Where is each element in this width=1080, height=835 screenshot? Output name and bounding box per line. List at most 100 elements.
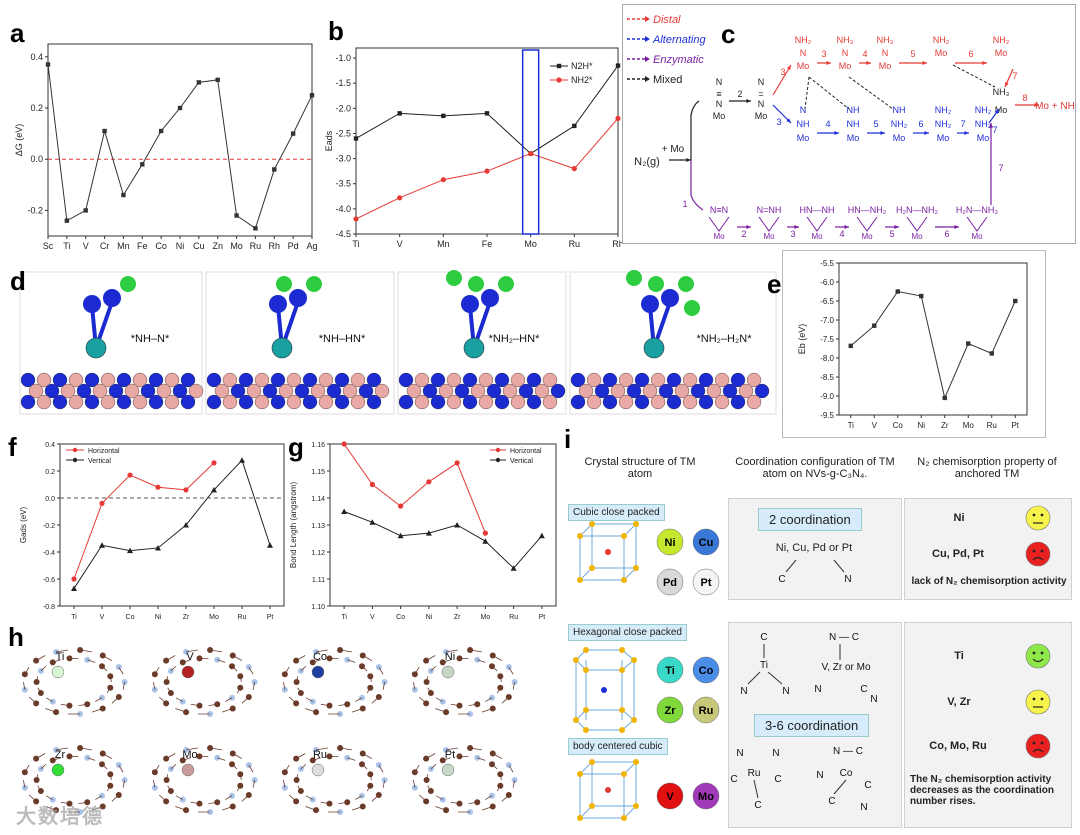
struct-text: N xyxy=(772,748,779,759)
lattice-bond xyxy=(159,697,166,703)
substrate-atom xyxy=(223,395,237,409)
species-text: Mo xyxy=(797,61,810,71)
face-icon xyxy=(1026,542,1050,566)
struct-text: N — C xyxy=(833,746,863,757)
data-point xyxy=(267,542,273,548)
y-axis-label: Eb (eV) xyxy=(797,324,807,355)
h-atom xyxy=(468,276,484,292)
arrow-head xyxy=(746,99,751,103)
lattice-atom xyxy=(38,788,44,794)
substrate-atom xyxy=(335,395,349,409)
substrate-atom xyxy=(463,395,477,409)
data-point xyxy=(454,522,460,528)
y-tick-label: 1.10 xyxy=(311,604,325,611)
lattice-atom xyxy=(293,756,299,762)
x-tick-label: Ni xyxy=(426,614,433,621)
species-text: NH xyxy=(893,105,906,115)
lattice-atom xyxy=(633,803,639,809)
mixed-path xyxy=(691,101,699,160)
substrate-atom xyxy=(619,395,633,409)
species-text: NH₂ xyxy=(795,35,812,45)
substrate-atom xyxy=(21,395,35,409)
series-line xyxy=(48,64,312,228)
step-label: 3 xyxy=(780,67,785,77)
panel-d-structures: *NH–N**NH–HN**NH₂–HN**NH₂–H₂N* xyxy=(0,262,780,420)
y-tick-label: -2.5 xyxy=(335,128,351,138)
panel-f-label: f xyxy=(8,432,17,463)
step-label: 6 xyxy=(944,229,949,239)
substrate-atom xyxy=(149,395,163,409)
step-label: 4 xyxy=(862,49,867,59)
struct-text: C xyxy=(860,684,867,695)
bond xyxy=(834,780,846,794)
legend-label: Horizontal xyxy=(88,448,120,455)
substrate-atom xyxy=(667,395,681,409)
bond xyxy=(834,560,844,572)
arrow-head xyxy=(924,131,929,135)
y-tick-label: -9.0 xyxy=(820,392,834,401)
species-text: Mo xyxy=(847,133,860,143)
lattice-atom xyxy=(237,685,243,691)
lattice-atom xyxy=(310,797,316,803)
step-label: 6 xyxy=(968,49,973,59)
lattice-atom xyxy=(633,565,639,571)
lattice-atom xyxy=(168,690,174,696)
data-point xyxy=(849,344,853,348)
species-text: NH xyxy=(797,119,810,129)
lattice-atom xyxy=(152,671,158,677)
arrow-head xyxy=(894,225,899,229)
lattice-atom xyxy=(443,709,449,715)
data-point xyxy=(71,576,76,581)
struct-text: N xyxy=(814,684,821,695)
face-eye xyxy=(1033,550,1036,553)
lattice-atom xyxy=(214,657,220,663)
tm-atom xyxy=(442,764,454,776)
mo-text: Mo xyxy=(911,232,923,241)
mo-bond xyxy=(857,217,877,231)
lattice-atom xyxy=(583,707,589,713)
species-text: NH₂ xyxy=(993,35,1010,45)
x-tick-label: Cr xyxy=(100,241,110,251)
x-tick-label: Ag xyxy=(306,241,317,251)
lattice-atom xyxy=(631,717,637,723)
lattice-atom xyxy=(360,804,366,810)
n-atom xyxy=(481,289,499,307)
y-tick-label: -7.5 xyxy=(820,335,834,344)
lattice-atom xyxy=(583,667,589,673)
lattice-atom xyxy=(163,658,169,664)
data-point xyxy=(253,226,257,230)
lattice-atom xyxy=(490,706,496,712)
lattice-atom xyxy=(214,755,220,761)
species-text: ≡ xyxy=(716,89,721,99)
data-point xyxy=(441,177,446,182)
lattice-atom xyxy=(497,783,503,789)
lattice-bond xyxy=(112,697,119,703)
step-label: 7 xyxy=(992,125,997,135)
y-tick-label: -0.2 xyxy=(43,523,55,530)
element-ball-label: Zr xyxy=(665,705,677,717)
data-point xyxy=(397,111,401,115)
cell-edge xyxy=(576,710,634,730)
data-point xyxy=(426,479,431,484)
lattice-atom xyxy=(22,769,28,775)
species-text: NH₂ xyxy=(935,119,952,129)
x-tick-label: Zr xyxy=(454,614,461,621)
data-point xyxy=(483,531,488,536)
y-tick-label: -2.0 xyxy=(335,103,351,113)
species-text: Mo xyxy=(937,133,950,143)
x-tick-label: Fe xyxy=(137,241,148,251)
data-point xyxy=(46,62,50,66)
species-text: Mo xyxy=(977,133,990,143)
lattice-atom xyxy=(293,658,299,664)
legend-label: Distal xyxy=(653,14,681,26)
data-point xyxy=(121,193,125,197)
step-label: 7 xyxy=(960,119,965,129)
x-tick-label: Pt xyxy=(1011,421,1019,430)
element-ball-label: Cu xyxy=(699,537,714,549)
legend-marker xyxy=(557,64,561,68)
substrate-atom xyxy=(683,395,697,409)
